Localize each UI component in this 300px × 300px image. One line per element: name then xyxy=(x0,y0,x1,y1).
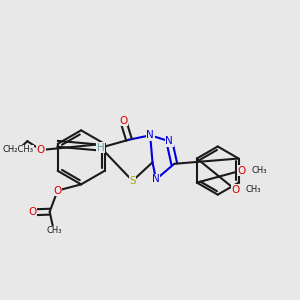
Text: S: S xyxy=(129,176,136,186)
Text: O: O xyxy=(237,166,245,176)
Text: CH₃: CH₃ xyxy=(251,166,267,175)
Text: O: O xyxy=(53,185,62,196)
Text: N: N xyxy=(152,174,160,184)
Text: CH₃: CH₃ xyxy=(245,185,261,194)
Text: O: O xyxy=(37,145,45,155)
Text: O: O xyxy=(28,207,37,217)
Text: O: O xyxy=(119,116,127,126)
Text: CH₂CH₃: CH₂CH₃ xyxy=(2,146,34,154)
Text: O: O xyxy=(231,185,239,195)
Text: H: H xyxy=(97,142,105,153)
Text: N: N xyxy=(146,130,154,140)
Text: N: N xyxy=(165,136,173,146)
Text: CH₃: CH₃ xyxy=(46,226,62,235)
